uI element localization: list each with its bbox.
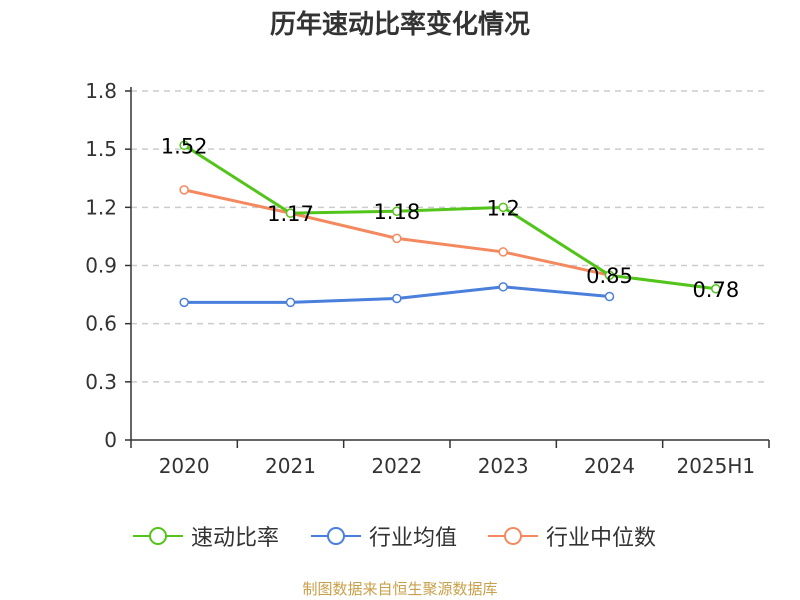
series-line: [183, 144, 717, 291]
data-label: 0.85: [586, 264, 633, 288]
x-tick-label: 2025H1: [676, 454, 755, 478]
y-tick-label: 1.5: [85, 137, 117, 161]
x-tick-label: 2024: [584, 454, 635, 478]
data-point: [179, 297, 189, 308]
y-tick-label: 1.2: [85, 195, 117, 219]
data-point: [285, 297, 296, 308]
data-label: 0.78: [692, 278, 739, 302]
data-label: 1.18: [373, 200, 420, 224]
legend-item-industry-median[interactable]: 行业中位数: [488, 519, 656, 553]
data-label: 1.17: [267, 202, 314, 226]
y-tick-label: 0.3: [85, 370, 117, 394]
chart-title: 历年速动比率变化情况: [269, 10, 530, 40]
legend-item-industry-mean[interactable]: 行业均值: [311, 519, 457, 553]
legend-item-quick-ratio[interactable]: 速动比率: [133, 519, 279, 553]
legend-marker-industry-median: [488, 527, 538, 545]
y-tick-label: 0: [104, 428, 117, 452]
data-point: [604, 291, 615, 302]
legend-label-quick-ratio: 速动比率: [191, 526, 280, 551]
data-label: 1.2: [486, 196, 519, 220]
x-tick-label: 2020: [159, 454, 210, 478]
x-tick-label: 2022: [371, 454, 422, 478]
y-tick-label: 1.8: [85, 79, 117, 103]
y-tick-label: 0.9: [85, 254, 117, 278]
data-point: [179, 185, 189, 195]
data-point: [392, 233, 402, 244]
data-point: [498, 282, 508, 292]
data-point: [392, 206, 402, 216]
data-label: 1.52: [161, 134, 208, 158]
data-point: [498, 202, 508, 213]
data-point: [498, 247, 508, 257]
legend: 速动比率 行业均值 行业中位数: [0, 519, 800, 553]
x-tick-label: 2023: [478, 454, 529, 478]
data-point: [285, 208, 296, 218]
data-point: [711, 284, 721, 294]
data-point: [392, 293, 402, 304]
legend-label-industry-median: 行业中位数: [546, 526, 657, 551]
legend-label-industry-mean: 行业均值: [369, 526, 458, 551]
legend-marker-industry-mean: [311, 527, 361, 545]
data-point: [604, 270, 615, 280]
y-tick-label: 0.6: [85, 312, 117, 336]
x-tick-label: 2021: [265, 454, 316, 478]
data-point: [179, 140, 189, 151]
data-source-note: 制图数据来自恒生聚源数据库: [302, 580, 498, 598]
legend-marker-quick-ratio: [133, 527, 183, 545]
